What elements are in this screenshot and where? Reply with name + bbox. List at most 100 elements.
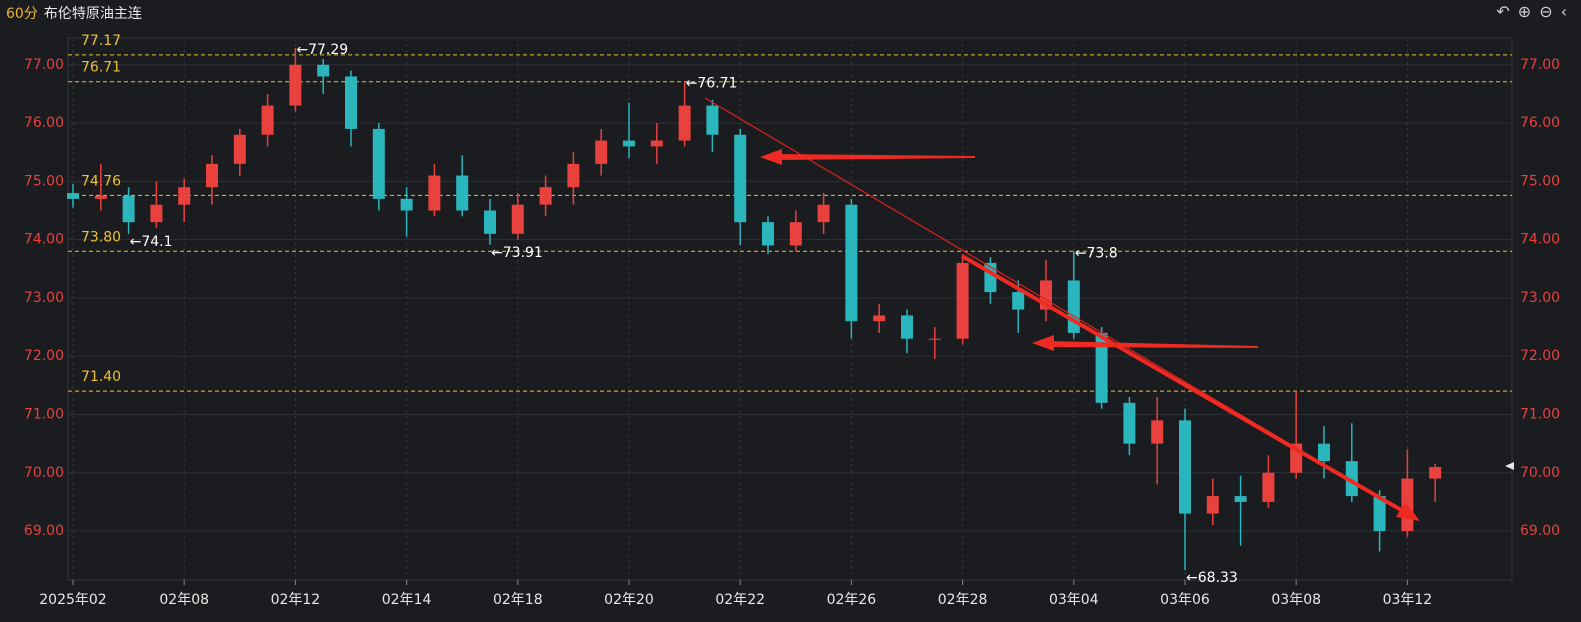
drawings: [704, 97, 1514, 521]
candle-body: [1318, 443, 1330, 462]
y-tick-label: 73.00: [24, 290, 64, 306]
period: 60分: [6, 6, 38, 22]
x-tick-label: 03年12: [1383, 592, 1433, 608]
candle-body: [789, 222, 802, 246]
candle-body: [1401, 478, 1414, 532]
arrow: [775, 154, 975, 160]
y-tick-label: 76.00: [24, 115, 64, 131]
candle-body: [1373, 496, 1386, 532]
level-label: 73.80: [81, 229, 121, 245]
candle-body: [484, 210, 496, 234]
candle-body: [623, 140, 635, 147]
y-tick-label: 74.00: [24, 232, 64, 248]
x-tick-label: 02年08: [159, 592, 209, 608]
candle-body: [1234, 496, 1247, 502]
price-marker: [1505, 462, 1514, 470]
instrument-title: 布伦特原油主连: [43, 6, 142, 22]
arrow-head: [760, 149, 782, 165]
extreme-label: ←77.29: [296, 42, 348, 58]
candle-body: [289, 64, 302, 106]
toolbar[interactable]: ↶⊕⊖‹: [1496, 2, 1575, 21]
candle-body: [150, 204, 163, 223]
y-tick-label: 72.00: [24, 348, 64, 364]
y-tick-label: 70.00: [24, 465, 64, 481]
candle-body: [706, 105, 719, 135]
y-tick-label: 69.00: [24, 523, 64, 539]
candle-body: [233, 134, 246, 164]
candle-body: [345, 76, 357, 129]
candle-body: [901, 315, 913, 339]
candle-body: [456, 175, 469, 211]
candle-body: [678, 105, 691, 141]
x-tick-label: 02年20: [604, 592, 654, 608]
arrow-head: [1396, 502, 1420, 521]
candle-body: [650, 140, 663, 147]
x-tick-label: 02年14: [382, 592, 432, 608]
arrow-head: [1032, 335, 1054, 351]
y-tick-label-right: 74.00: [1520, 232, 1560, 248]
x-tick-label: 03年06: [1160, 592, 1210, 608]
candle-body: [1206, 496, 1219, 514]
candle-body: [762, 222, 774, 246]
candle-body: [428, 175, 441, 211]
candle-body: [178, 187, 191, 205]
extreme-label: ←76.71: [686, 76, 738, 92]
trend-arrow: [960, 254, 1417, 520]
candle-body: [1429, 466, 1442, 479]
candle-body: [67, 193, 79, 199]
extreme-label: ←73.91: [491, 245, 543, 261]
header: 60分 布伦特原油主连: [6, 3, 142, 23]
candle-body: [317, 64, 330, 77]
y-tick-label: 75.00: [24, 173, 64, 189]
candle-body: [372, 128, 385, 199]
candle-body: [1262, 472, 1275, 502]
candle-body: [928, 338, 941, 340]
candle-body: [595, 140, 608, 164]
candle-body: [94, 195, 107, 199]
candle-body: [1151, 420, 1164, 444]
level-label: 77.17: [81, 33, 121, 49]
extreme-label: ←74.1: [130, 234, 173, 250]
x-tick-label: 02年22: [715, 592, 765, 608]
candle-body: [122, 195, 135, 223]
candle-body: [1012, 292, 1025, 310]
candle-body: [817, 204, 830, 223]
candle-body: [1095, 332, 1108, 403]
candle-body: [734, 134, 747, 223]
level-label: 71.40: [81, 369, 121, 385]
y-tick-label: 77.00: [24, 57, 64, 73]
candle-body: [1345, 461, 1358, 497]
x-tick-label: 02年18: [493, 592, 543, 608]
y-tick-label-right: 75.00: [1520, 173, 1560, 189]
candle-body: [567, 163, 580, 188]
candle-body: [1179, 420, 1191, 514]
level-label: 76.71: [81, 60, 121, 76]
y-tick-label-right: 76.00: [1520, 115, 1560, 131]
y-tick-label-right: 73.00: [1520, 290, 1560, 306]
candle-body: [956, 262, 969, 339]
x-tick-label: 02年12: [271, 592, 321, 608]
x-tick-label: 02年26: [827, 592, 877, 608]
candle-body: [261, 105, 274, 135]
candle-body: [539, 187, 552, 205]
y-tick-label: 71.00: [24, 406, 64, 422]
candle-body: [400, 198, 413, 211]
x-tick-label: 03年04: [1049, 592, 1099, 608]
x-tick-label: 2025年02: [39, 592, 106, 608]
arrow: [1048, 341, 1258, 348]
extreme-label: ←68.33: [1186, 570, 1238, 586]
extreme-label: ←73.8: [1075, 245, 1118, 261]
y-tick-label-right: 70.00: [1520, 465, 1560, 481]
y-tick-label-right: 69.00: [1520, 523, 1560, 539]
candle-body: [845, 204, 858, 322]
y-tick-label-right: 71.00: [1520, 406, 1560, 422]
candle-body: [873, 315, 886, 322]
x-tick-label: 03年08: [1271, 592, 1321, 608]
candle-body: [1123, 402, 1136, 444]
candle-body: [206, 163, 218, 188]
y-tick-label-right: 72.00: [1520, 348, 1560, 364]
y-tick-label-right: 77.00: [1520, 57, 1560, 73]
candle-body: [511, 204, 524, 234]
